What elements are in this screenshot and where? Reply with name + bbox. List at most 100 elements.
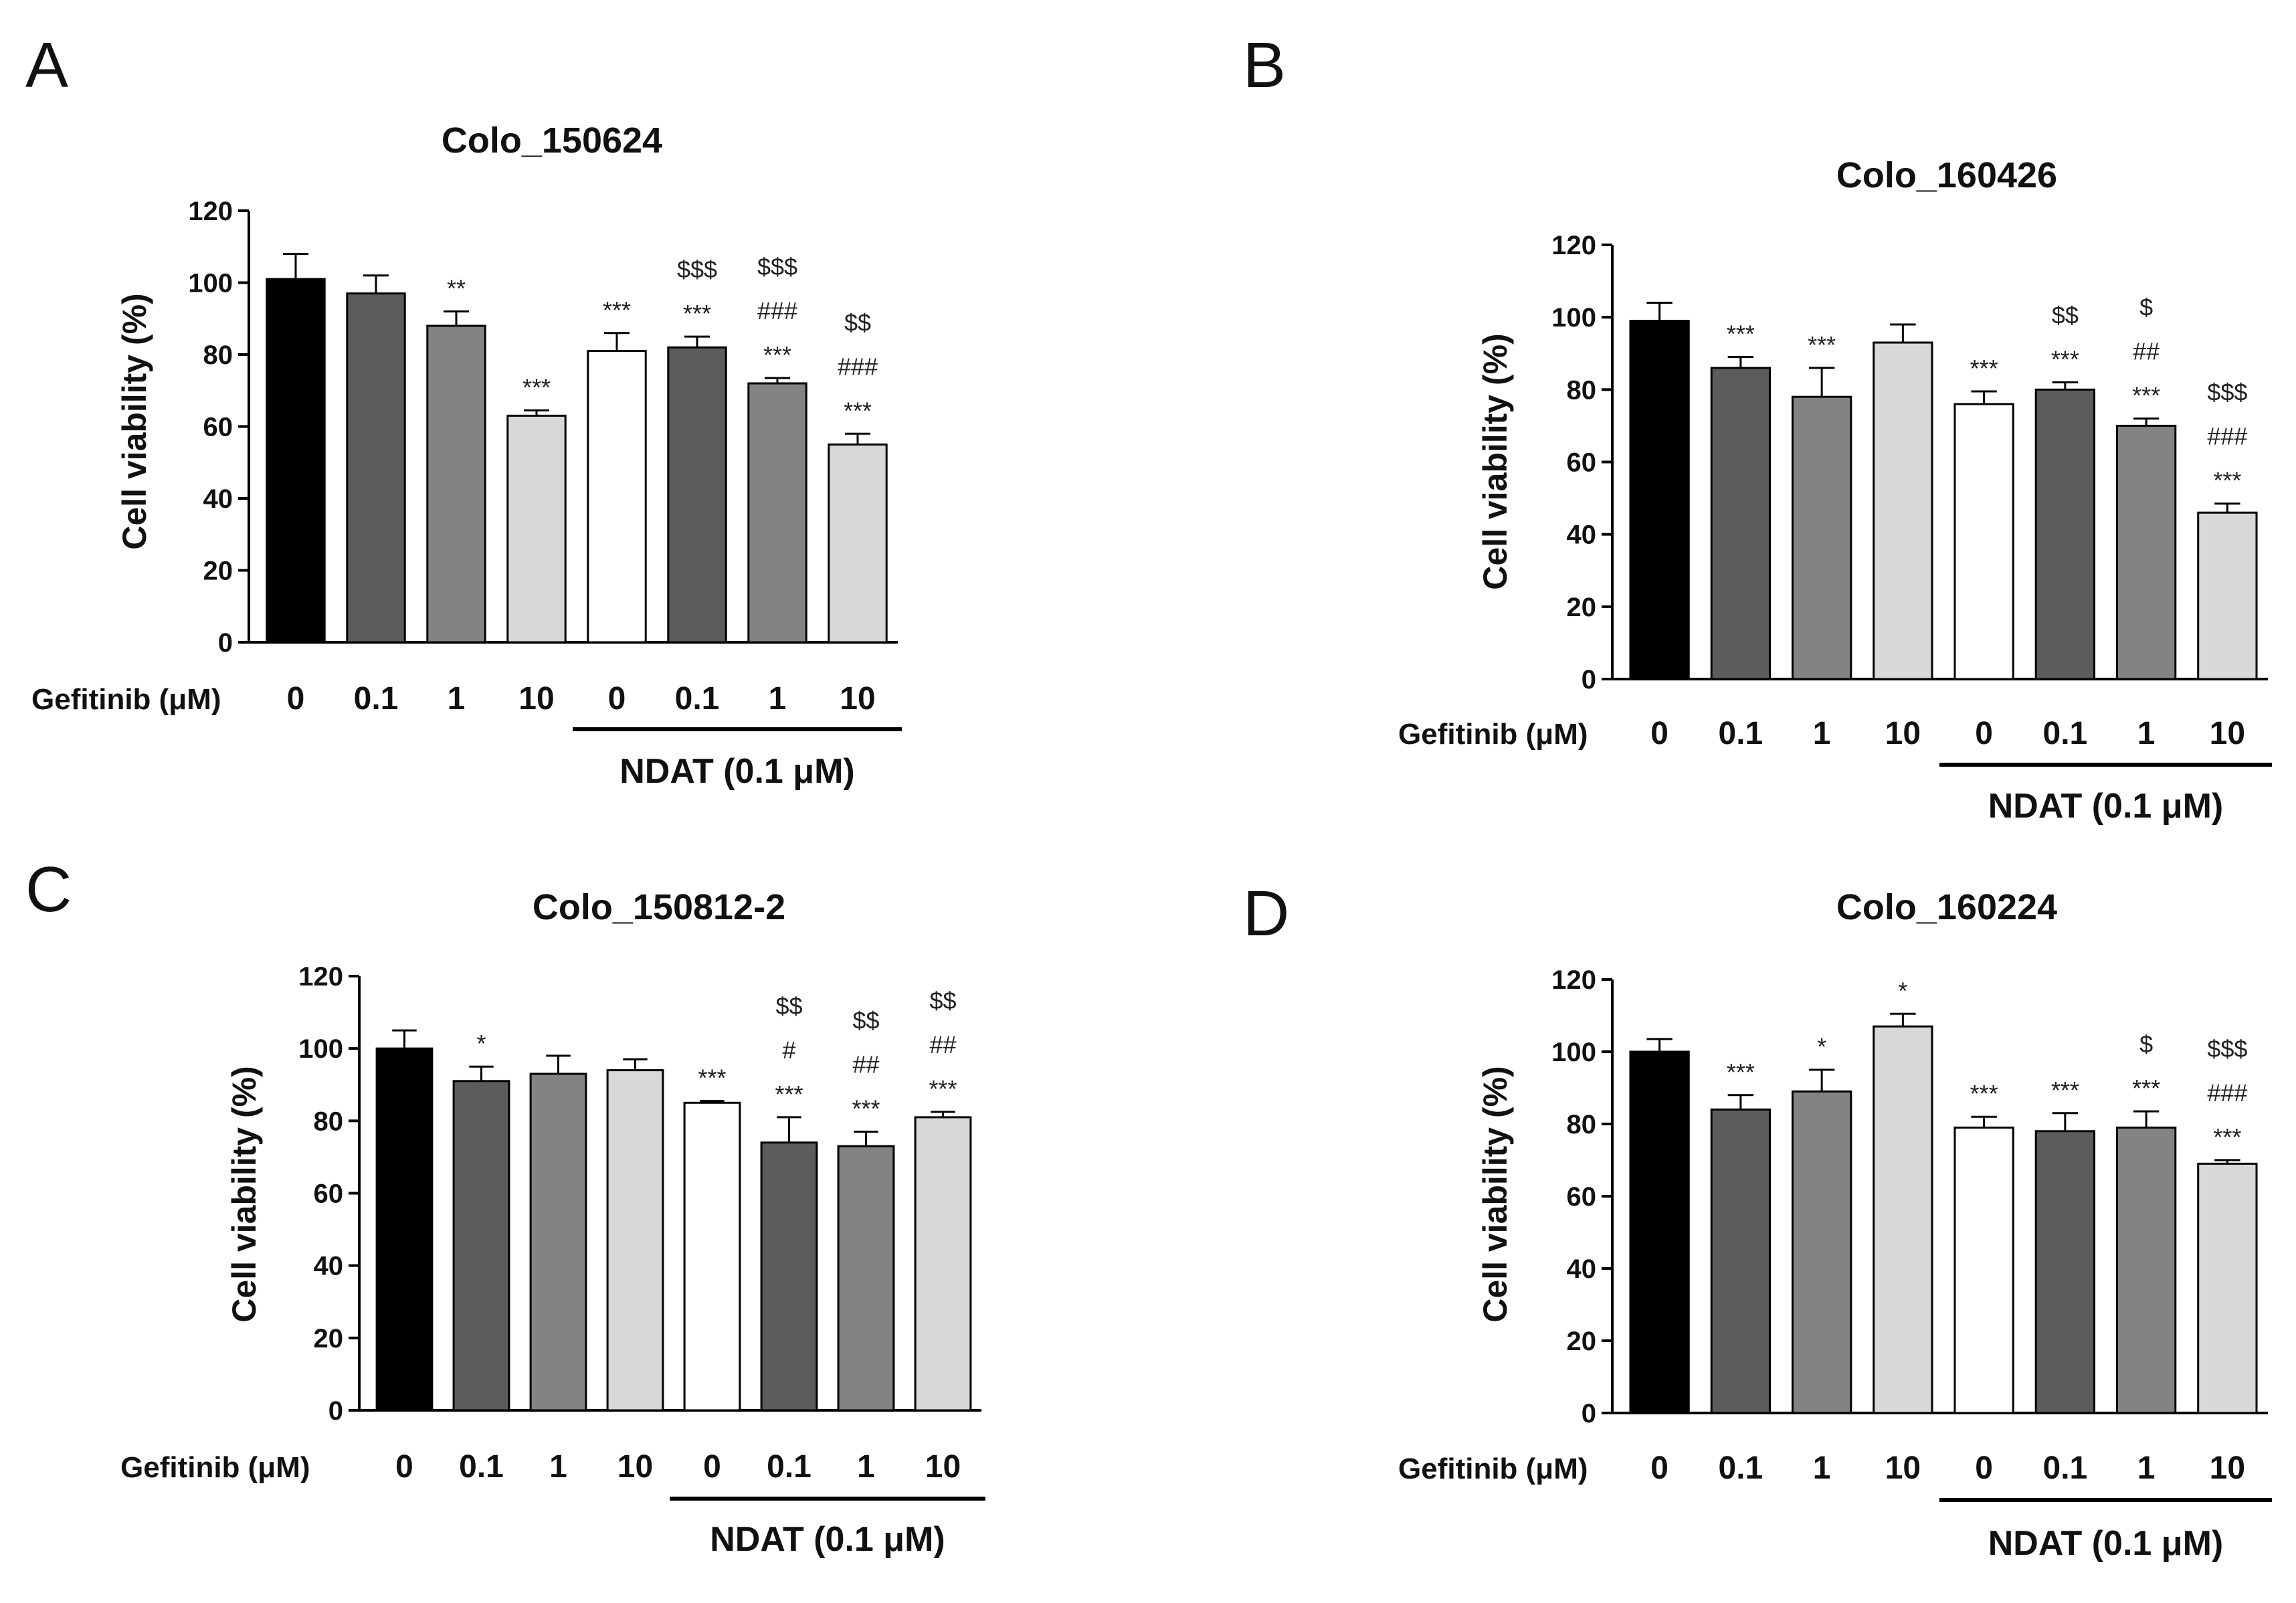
y-axis-label-a: Cell viability (%) bbox=[116, 293, 153, 549]
y-tick-label-a: 60 bbox=[203, 413, 233, 442]
x-tick-label-a: 1 bbox=[448, 681, 466, 717]
x-tick-label-b: 1 bbox=[1813, 716, 1831, 751]
x-tick-label-d: 0.1 bbox=[2043, 1450, 2088, 1486]
x-tick-label-d: 0 bbox=[1975, 1450, 1993, 1486]
significance-label-d-3: * bbox=[1817, 1033, 1826, 1060]
bar-a-3 bbox=[426, 324, 486, 644]
x-tick-label-b: 10 bbox=[1885, 716, 1921, 751]
y-tick-label-b: 60 bbox=[1567, 448, 1597, 478]
x-axis-label-c: Gefitinib (μM) bbox=[120, 1451, 310, 1484]
significance-label-b-6: *** bbox=[2051, 346, 2079, 373]
y-axis-label-c: Cell viability (%) bbox=[225, 1066, 263, 1322]
bar-c-5 bbox=[683, 1101, 741, 1412]
significance-label-b-6: $$ bbox=[2052, 302, 2079, 329]
x-tick-label-a: 0.1 bbox=[675, 681, 720, 717]
bar-c-3 bbox=[529, 1072, 587, 1412]
bar-b-4 bbox=[1873, 341, 1933, 680]
y-tick-label-c: 40 bbox=[314, 1252, 344, 1281]
x-tick-label-d: 0 bbox=[1650, 1450, 1668, 1486]
significance-label-a-8: *** bbox=[844, 397, 872, 424]
bar-b-6 bbox=[2034, 388, 2096, 680]
x-tick-label-c: 0 bbox=[395, 1449, 413, 1485]
panel-letter-a: A bbox=[25, 29, 68, 101]
significance-label-b-7: *** bbox=[2132, 382, 2160, 409]
bar-b-2 bbox=[1710, 367, 1772, 680]
significance-label-d-8: *** bbox=[2213, 1123, 2241, 1151]
significance-label-b-7: ## bbox=[2133, 338, 2160, 365]
x-tick-label-d: 1 bbox=[2137, 1450, 2156, 1486]
significance-label-c-7: ## bbox=[852, 1051, 879, 1078]
significance-label-a-3: ** bbox=[447, 275, 466, 302]
y-tick-label-c: 20 bbox=[314, 1324, 344, 1353]
significance-label-c-7: *** bbox=[852, 1095, 880, 1123]
x-tick-label-d: 1 bbox=[1813, 1450, 1831, 1486]
bar-d-3 bbox=[1791, 1090, 1852, 1414]
significance-label-b-3: *** bbox=[1808, 331, 1836, 359]
x-tick-label-a: 0 bbox=[608, 681, 626, 717]
y-tick-label-a: 80 bbox=[203, 341, 233, 370]
x-tick-label-a: 10 bbox=[518, 681, 554, 717]
significance-label-c-8: $$ bbox=[929, 987, 956, 1014]
bar-b-5 bbox=[1953, 403, 2014, 680]
significance-label-b-2: *** bbox=[1727, 320, 1755, 348]
bar-d-4 bbox=[1873, 1025, 1933, 1414]
x-tick-label-b: 0 bbox=[1650, 716, 1668, 751]
significance-label-d-6: *** bbox=[2051, 1076, 2079, 1104]
bar-a-2 bbox=[346, 292, 406, 644]
significance-label-c-5: *** bbox=[698, 1064, 726, 1092]
bar-d-5 bbox=[1953, 1126, 2014, 1414]
significance-label-b-8: *** bbox=[2213, 467, 2241, 494]
x-tick-label-b: 1 bbox=[2137, 716, 2156, 751]
y-tick-label-d: 120 bbox=[1551, 965, 1596, 995]
y-tick-label-b: 40 bbox=[1567, 521, 1597, 550]
significance-label-c-2: * bbox=[476, 1030, 486, 1057]
x-tick-label-b: 0.1 bbox=[2043, 716, 2088, 751]
x-tick-label-c: 0 bbox=[703, 1449, 721, 1485]
significance-label-c-7: $$ bbox=[852, 1007, 879, 1034]
group-label-b: NDAT (0.1 μM) bbox=[1988, 787, 2224, 826]
y-tick-label-a: 100 bbox=[188, 269, 233, 298]
y-tick-label-d: 60 bbox=[1567, 1182, 1597, 1212]
bar-b-8 bbox=[2197, 511, 2258, 680]
bar-c-8 bbox=[914, 1116, 972, 1412]
significance-label-b-8: $$$ bbox=[2207, 379, 2247, 406]
y-tick-label-d: 80 bbox=[1567, 1110, 1597, 1139]
group-label-a: NDAT (0.1 μM) bbox=[619, 752, 855, 791]
significance-label-c-6: *** bbox=[775, 1080, 803, 1108]
significance-label-d-7: $ bbox=[2139, 1030, 2153, 1058]
significance-label-a-4: *** bbox=[522, 373, 551, 401]
bar-a-6 bbox=[667, 346, 727, 644]
y-tick-label-d: 0 bbox=[1582, 1399, 1596, 1428]
bar-a-1 bbox=[266, 278, 326, 644]
significance-label-d-7: *** bbox=[2132, 1074, 2160, 1102]
chart-title-d: Colo_160224 bbox=[1836, 887, 2057, 927]
significance-label-b-7: $ bbox=[2139, 294, 2153, 321]
x-tick-label-c: 1 bbox=[857, 1449, 875, 1485]
y-tick-label-d: 100 bbox=[1551, 1038, 1596, 1067]
significance-label-a-8: ### bbox=[838, 353, 878, 380]
bar-c-4 bbox=[606, 1069, 664, 1412]
panel-letter-c: C bbox=[25, 854, 72, 925]
bar-a-8 bbox=[828, 443, 888, 644]
bar-b-7 bbox=[2115, 424, 2177, 680]
chart-title-a: Colo_150624 bbox=[442, 120, 662, 161]
x-tick-label-c: 0.1 bbox=[459, 1449, 504, 1485]
bar-c-7 bbox=[837, 1145, 895, 1412]
y-tick-label-b: 120 bbox=[1551, 231, 1596, 260]
significance-label-b-8: ### bbox=[2207, 423, 2247, 450]
bar-d-8 bbox=[2197, 1162, 2258, 1414]
bar-b-1 bbox=[1629, 320, 1690, 680]
x-tick-label-a: 0 bbox=[287, 681, 305, 717]
x-tick-label-c: 0.1 bbox=[767, 1449, 811, 1485]
y-tick-label-a: 0 bbox=[218, 628, 233, 658]
chart-title-c: Colo_150812-2 bbox=[533, 887, 785, 927]
y-tick-label-c: 80 bbox=[314, 1107, 344, 1136]
bar-a-7 bbox=[747, 382, 807, 644]
bar-d-6 bbox=[2034, 1130, 2096, 1414]
y-tick-label-b: 0 bbox=[1582, 665, 1596, 694]
x-tick-label-b: 10 bbox=[2210, 716, 2245, 751]
group-label-d: NDAT (0.1 μM) bbox=[1988, 1524, 2224, 1563]
significance-label-c-6: $$ bbox=[775, 992, 802, 1020]
y-tick-label-c: 120 bbox=[298, 962, 343, 992]
